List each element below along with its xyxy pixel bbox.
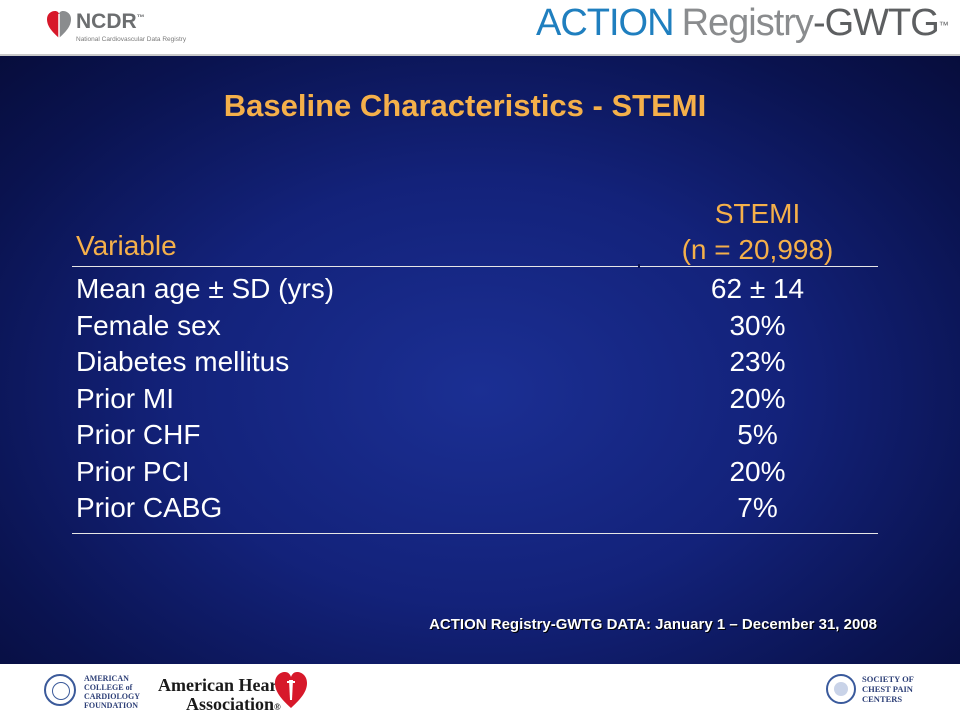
- table-row: Prior MI 20%: [72, 381, 878, 418]
- slide-title: Baseline Characteristics - STEMI: [223, 88, 707, 123]
- row-label: Female sex: [76, 309, 221, 341]
- slide-body: Baseline Characteristics - STEMI Variabl…: [0, 56, 960, 664]
- acc-seal-icon: [44, 674, 76, 706]
- scpc-wordmark: SOCIETY OF CHEST PAIN CENTERS: [862, 674, 914, 704]
- ncdr-wordmark: NCDR™: [76, 10, 145, 33]
- row-value: 23%: [729, 346, 786, 377]
- row-value: 5%: [737, 419, 778, 450]
- gwtg-wordmark: -GWTG: [812, 2, 940, 44]
- scpc-seal-icon: [826, 674, 856, 704]
- ncdr-subtitle: National Cardiovascular Data Registry: [76, 36, 187, 43]
- row-label: Prior CHF: [76, 419, 201, 450]
- slide-header: NCDR™ National Cardiovascular Data Regis…: [0, 0, 960, 54]
- aha-heart-torch-icon: [275, 672, 307, 708]
- row-label: Mean age ± SD (yrs): [76, 273, 335, 304]
- acc-wordmark: AMERICAN COLLEGE of CARDIOLOGY FOUNDATIO…: [84, 674, 141, 710]
- table-row: Female sex 30%: [72, 308, 878, 345]
- action-wordmark: ACTION: [536, 2, 675, 44]
- table-row: Prior CHF 5%: [72, 417, 878, 454]
- header-divider: [0, 54, 960, 56]
- row-label: Prior PCI: [76, 455, 190, 487]
- header-stemi-line2: (n = 20,998): [681, 234, 834, 265]
- row-label: Prior CABG: [76, 492, 223, 523]
- row-label: Diabetes mellitus: [76, 346, 290, 377]
- source-note: ACTION Registry-GWTG DATA: January 1 – D…: [429, 616, 877, 633]
- baseline-table: Variable STEMI (n = 20,998) Mean age ± S…: [72, 196, 878, 534]
- row-value: 20%: [729, 382, 786, 414]
- action-registry-logo: ACTION Registry-GWTG™: [536, 2, 949, 50]
- header-variable: Variable: [76, 230, 177, 261]
- table-row: Prior PCI 20%: [72, 454, 878, 491]
- table-row: Mean age ± SD (yrs) 62 ± 14: [72, 271, 878, 308]
- row-label: Prior MI: [76, 382, 174, 414]
- ncdr-heart-icon: [47, 11, 71, 38]
- header-stemi: STEMI (n = 20,998): [637, 196, 878, 268]
- table-row: Prior CABG 7%: [72, 490, 878, 527]
- aha-wordmark: American Heart Association®: [158, 675, 284, 714]
- ncdr-logo: NCDR™ National Cardiovascular Data Regis…: [42, 6, 186, 46]
- row-value: 20%: [729, 455, 786, 487]
- action-tm: ™: [938, 20, 949, 32]
- table-row: Diabetes mellitus 23%: [72, 344, 878, 381]
- row-value: 62 ± 14: [710, 273, 805, 304]
- header-stemi-line1: STEMI: [714, 198, 801, 229]
- registry-wordmark: Registry: [681, 2, 814, 44]
- header-rule-gap: [638, 264, 640, 268]
- row-value: 30%: [729, 309, 786, 341]
- row-value: 7%: [737, 492, 778, 523]
- slide-footer: AMERICAN COLLEGE of CARDIOLOGY FOUNDATIO…: [0, 664, 960, 720]
- table-body: Mean age ± SD (yrs) 62 ± 14 Female sex 3…: [72, 267, 878, 534]
- table-header: Variable STEMI (n = 20,998): [72, 196, 878, 268]
